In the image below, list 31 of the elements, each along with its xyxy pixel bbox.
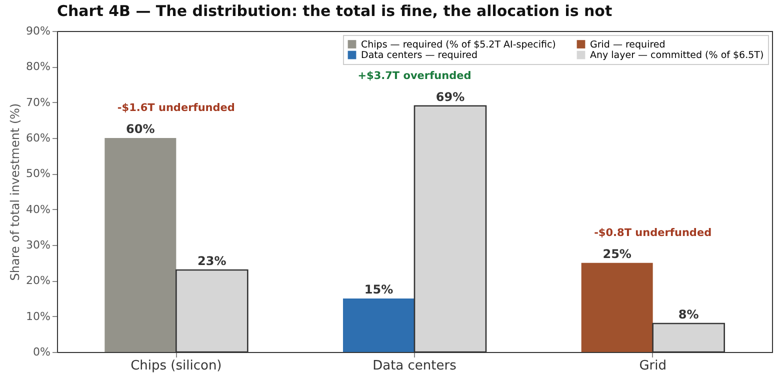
legend-label: Any layer — committed (% of $6.5T) [590,50,764,61]
data-label: 69% [436,90,465,104]
y-tick-label: 50% [26,167,50,180]
x-tick-label: Grid [639,358,666,374]
y-tick-label: 40% [26,202,50,216]
legend-label: Grid — required [590,39,666,50]
legend-label: Data centers — required [361,50,478,61]
data-label: 60% [126,122,155,136]
y-tick-label: 80% [26,60,50,74]
data-label: 23% [198,254,226,268]
data-label: 15% [364,282,394,296]
y-tick-label: 70% [26,96,50,109]
y-tick-label: 10% [26,310,50,323]
bar [104,138,176,352]
annotation: -$0.8T underfunded [594,226,712,239]
bar [581,262,653,352]
annotation: -$1.6T underfunded [117,102,235,114]
y-tick-label: 30% [26,238,50,252]
legend-label: Chips — required (% of $5.2T AI-specific) [361,39,556,50]
data-label: 8% [678,307,699,322]
y-tick-label: 20% [26,274,50,288]
y-tick-label: 60% [26,132,50,144]
x-tick-label: Data centers [372,358,457,374]
chart-title: Chart 4B — The distribution: the total is fine, the allocation is not [57,2,612,20]
y-axis-title: Share of total investment (%) [8,103,22,281]
x-tick-label: Chips (silicon) [130,358,222,374]
data-label: 25% [602,246,632,261]
bar [343,298,414,352]
y-tick-label: 0% [33,346,50,358]
y-tick-label: 90% [26,24,50,38]
annotation: +$3.7T overfunded [358,70,472,82]
